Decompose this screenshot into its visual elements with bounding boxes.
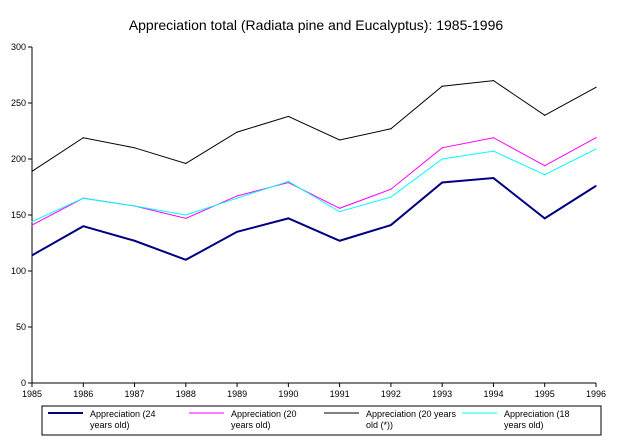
data-point xyxy=(595,185,597,187)
series-line-4 xyxy=(31,148,597,223)
y-tick-label: 150 xyxy=(11,210,26,220)
y-tick-label: 200 xyxy=(11,154,26,164)
legend-box xyxy=(41,405,602,436)
data-point xyxy=(339,240,341,242)
y-tick-label: 0 xyxy=(21,378,26,388)
legend-label: years old) xyxy=(231,420,271,430)
data-point xyxy=(287,115,289,118)
data-point xyxy=(544,217,546,219)
y-tick-label: 100 xyxy=(11,266,26,276)
data-point xyxy=(82,137,84,139)
legend-label: Appreciation (20 xyxy=(231,409,297,419)
x-tick-label: 1995 xyxy=(535,389,555,399)
series-line-2 xyxy=(31,137,597,226)
data-point xyxy=(492,150,495,152)
data-point xyxy=(236,231,238,233)
x-ticks: 1985 1986 1987 1988 1989 1990 1991 1992 1993 1994… xyxy=(22,383,606,399)
data-point xyxy=(236,197,238,199)
data-point xyxy=(133,147,136,149)
data-point xyxy=(82,197,84,199)
x-tick-label: 1992 xyxy=(381,389,401,399)
data-point xyxy=(31,254,33,256)
data-point xyxy=(595,137,597,139)
data-point xyxy=(595,86,597,88)
data-point xyxy=(492,177,495,179)
data-point xyxy=(133,240,136,242)
data-point xyxy=(287,217,289,219)
data-point xyxy=(390,188,392,190)
data-point xyxy=(390,196,392,198)
data-point xyxy=(441,147,443,149)
x-tick-label: 1986 xyxy=(73,389,93,399)
data-point xyxy=(82,225,84,227)
x-tick-label: 1996 xyxy=(586,389,606,399)
chart-title: Appreciation total (Radiata pine and Euc… xyxy=(129,17,504,33)
legend-label: years old) xyxy=(90,420,130,430)
data-point xyxy=(185,259,187,261)
series-line-3 xyxy=(31,80,597,172)
y-tick-label: 250 xyxy=(11,98,26,108)
data-point xyxy=(236,131,238,133)
data-point xyxy=(31,221,33,223)
legend-label: Appreciation (24 xyxy=(90,409,156,419)
data-point xyxy=(185,162,187,165)
data-point xyxy=(339,139,341,141)
data-point xyxy=(133,205,136,207)
legend-label: Appreciation (20 years xyxy=(366,409,457,419)
y-tick-label: 300 xyxy=(11,42,26,52)
legend-label: old (*)) xyxy=(366,420,393,430)
series-line-1 xyxy=(31,177,597,261)
data-point xyxy=(492,137,495,139)
x-tick-label: 1985 xyxy=(22,389,42,399)
data-point xyxy=(339,211,341,213)
data-point xyxy=(544,114,546,116)
data-point xyxy=(595,148,597,150)
x-tick-label: 1989 xyxy=(227,389,247,399)
data-point xyxy=(287,181,289,184)
data-point xyxy=(185,217,187,219)
x-tick-label: 1993 xyxy=(432,389,452,399)
data-point xyxy=(544,165,546,167)
series-lines xyxy=(31,80,597,261)
data-point xyxy=(236,195,238,197)
y-ticks: 0 50 100 150 200 250 300 xyxy=(11,42,32,388)
data-point xyxy=(31,224,33,226)
data-point xyxy=(185,214,187,216)
x-tick-label: 1994 xyxy=(483,389,503,399)
data-point xyxy=(339,207,341,209)
data-point xyxy=(441,181,443,184)
data-point xyxy=(544,174,546,176)
x-tick-label: 1987 xyxy=(125,389,145,399)
data-point xyxy=(390,128,392,130)
data-point xyxy=(390,224,392,226)
data-point xyxy=(287,180,289,182)
data-point xyxy=(441,158,443,160)
data-point xyxy=(31,170,33,172)
data-point xyxy=(441,85,443,87)
x-tick-label: 1990 xyxy=(278,389,298,399)
data-point xyxy=(492,80,495,82)
x-tick-label: 1988 xyxy=(176,389,196,399)
legend-label: Appreciation (18 xyxy=(504,409,570,419)
y-tick-label: 50 xyxy=(16,322,26,332)
legend-label: years old) xyxy=(504,420,544,430)
x-tick-label: 1991 xyxy=(330,389,350,399)
